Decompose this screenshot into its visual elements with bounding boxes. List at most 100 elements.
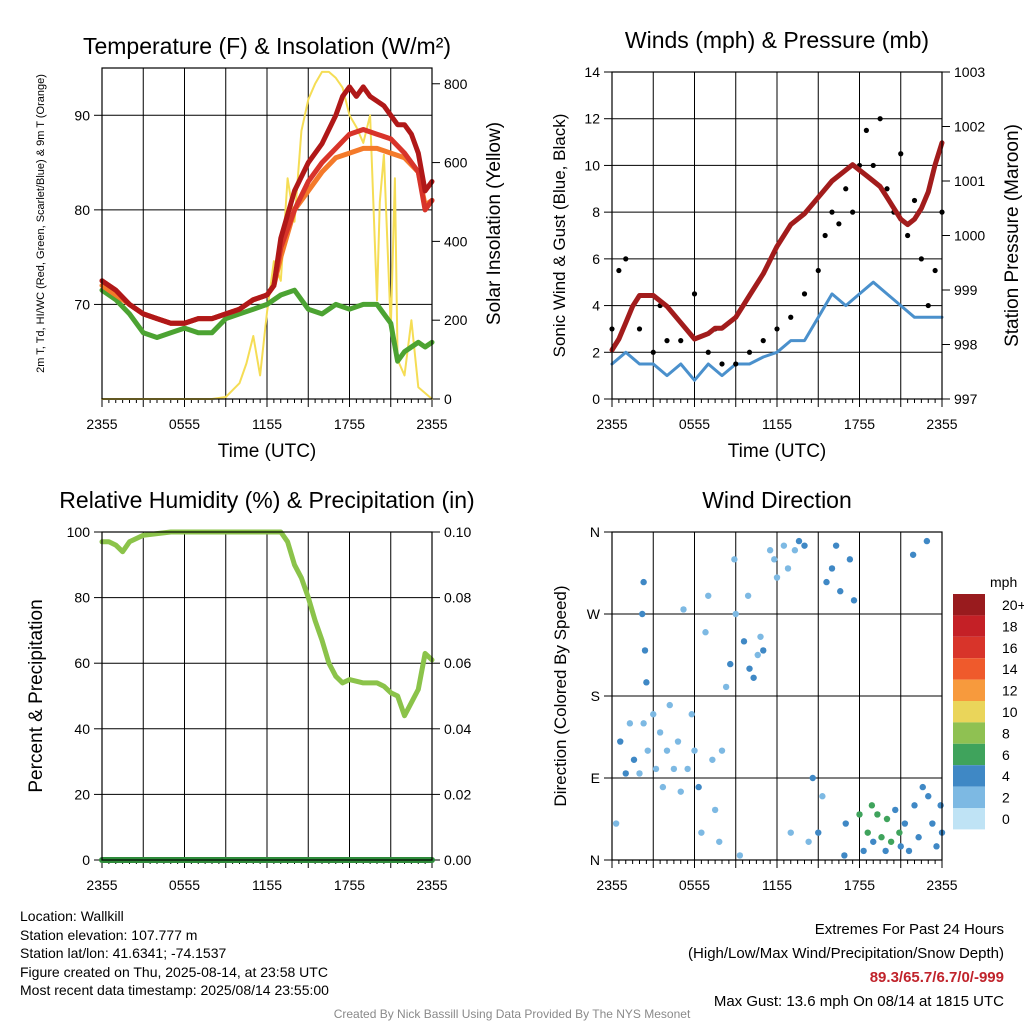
chart-title: Temperature (F) & Insolation (W/m²) [83,33,451,59]
wind-direction-point [736,852,744,859]
humidity-panel: 2355 0555 1155 1755 2355 Relative Humidity (%… [26,487,475,893]
colorbar-label: 16 [1002,640,1018,656]
gust-point [932,267,938,274]
y-tick-label: 100 [67,524,91,540]
wind-direction-point [680,606,687,613]
gust-point [925,302,931,309]
relative-humidity-line [99,529,435,719]
wind-direction-point [727,660,734,668]
recent-text: Most recent data timestamp: 2025/08/14 2… [20,982,329,998]
colorbar-swatch [953,701,985,723]
y2-axis-label: Solar Insolation (Yellow) [484,122,505,325]
y2-tick-label: 0.00 [444,852,471,868]
gust-point [616,267,622,274]
colorbar-swatch [953,658,985,680]
wind-direction-point [688,711,695,718]
gust-point [911,197,918,204]
wind-direction-point [766,547,774,554]
y2-tick-label: 998 [954,337,978,353]
wind-direction-point [732,610,739,618]
y-axis-label: Percent & Precipitation [26,599,47,792]
latlon-text: Station lat/lon: 41.6341; -74.1537 [20,945,227,961]
y-tick-label: 2 [592,344,600,360]
gust-point [877,116,883,122]
x-tick-label: 2355 [596,416,627,432]
wind-direction-point [828,565,836,572]
wind-direction-point [644,747,651,754]
colorbar-label: 20+ [1002,597,1024,613]
wind-direction-point [805,838,812,845]
colorbar-swatch [953,786,985,808]
wind-direction-point [650,711,657,718]
gust-point [884,186,890,192]
created-text: Figure created on Thu, 2025-08-14, at 23… [20,963,328,980]
y-tick-label: 8 [592,204,600,220]
colorbar-title: mph [990,574,1017,590]
gust-point [746,349,753,355]
wind-direction-point [663,747,671,754]
wind-direction-point [643,679,650,686]
wind-direction-point [740,638,748,645]
x-tick-label: 2355 [926,877,957,893]
wind-direction-point [702,629,709,636]
y2-tick-label: 200 [444,312,468,328]
x-tick-label: 0555 [679,416,710,432]
y-tick-label: 60 [74,655,90,671]
wind-direction-panel: 2355 0555 1155 1755 2355 Wind Direction N E S W N D… [551,487,1024,893]
wind-direction-point [909,551,917,558]
gust-point [691,291,698,297]
wind-direction-point [746,665,753,672]
gust-point [822,232,828,239]
wind-direction-point [695,783,702,791]
wind-direction-point [878,834,885,841]
colorbar-swatch [953,743,985,766]
x-tick-label: 2355 [86,877,117,893]
location-text: Location: Wallkill [20,908,124,924]
x-tick-label: 2355 [86,416,117,432]
y-tick-label: 90 [74,107,90,123]
plot-border [101,67,433,400]
gust-point [850,209,856,215]
wind-direction-point [832,542,840,549]
wind-direction-point [801,542,808,549]
y2-tick-label: 997 [954,391,978,407]
temperature-panel: 2355 0555 1155 1755 2355 Temperature (F) & In… [35,33,505,462]
wind-direction-point [791,547,799,554]
wind-direction-point [870,838,877,845]
wind-direction-point [674,738,682,745]
wind-direction-point [718,747,726,754]
wind-direction-point [905,847,913,855]
gust-point [705,349,711,355]
wind-direction-point [639,610,646,618]
colorbar-swatch [953,765,985,787]
gust-point [760,338,766,344]
gust-point [905,232,911,239]
plot-border [611,71,943,400]
wind-direction-point [929,820,936,827]
wind-direction-point [711,806,719,814]
colorbar-label: 8 [1002,725,1010,741]
wind-direction-point [656,729,664,736]
wind-direction-point [897,843,904,850]
wind-direction-point [856,811,863,818]
wind-direction-point [640,578,647,586]
y-tick-label: 0 [82,852,90,868]
wind-direction-point [773,574,781,581]
y2-tick-label: 800 [444,76,468,92]
y-tick-label: 0 [592,391,600,407]
colorbar-label: 4 [1002,768,1010,784]
wind-direction-point [731,556,738,563]
wind-direction-point [641,647,649,654]
wind-direction-point [883,815,891,823]
x-tick-label: 1155 [762,877,792,893]
y2-tick-label: 0.02 [444,786,471,802]
wind-direction-point [659,783,667,791]
gust-point [733,361,739,367]
gust-point [774,326,780,332]
elevation-text: Station elevation: 107.777 m [20,926,198,943]
wind-direction-point [846,556,854,563]
wind-direction-point [841,852,848,859]
x-tick-label: 0555 [169,416,200,432]
wind-direction-point [892,806,899,814]
